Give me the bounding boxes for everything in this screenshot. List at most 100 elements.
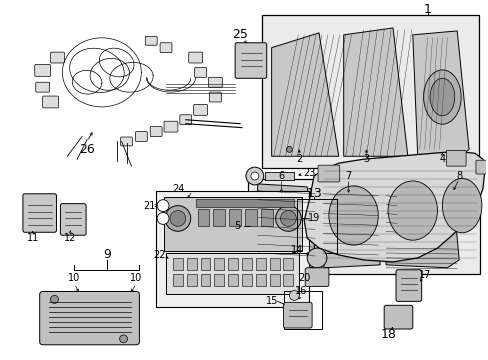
Text: 4: 4 <box>438 154 445 164</box>
Text: 13: 13 <box>305 187 321 200</box>
FancyBboxPatch shape <box>475 160 488 174</box>
Bar <box>228 258 238 270</box>
Bar <box>156 191 308 307</box>
Bar <box>242 274 251 285</box>
FancyBboxPatch shape <box>23 194 56 232</box>
Bar <box>255 258 265 270</box>
Ellipse shape <box>387 181 437 240</box>
Bar <box>173 258 183 270</box>
FancyBboxPatch shape <box>209 92 221 102</box>
Circle shape <box>306 248 326 268</box>
Bar <box>214 274 224 285</box>
FancyBboxPatch shape <box>317 165 339 182</box>
Circle shape <box>50 296 59 303</box>
Bar <box>269 274 279 285</box>
Text: 23: 23 <box>303 168 315 178</box>
Bar <box>166 253 299 294</box>
FancyBboxPatch shape <box>305 268 328 287</box>
Circle shape <box>170 211 185 226</box>
Polygon shape <box>343 28 407 156</box>
Bar <box>244 208 256 226</box>
Text: 1: 1 <box>423 3 430 16</box>
Circle shape <box>286 147 292 152</box>
FancyBboxPatch shape <box>180 115 191 125</box>
Bar <box>255 274 265 285</box>
Bar <box>200 258 210 270</box>
Polygon shape <box>271 33 338 156</box>
Bar <box>186 274 196 285</box>
Bar <box>197 208 209 226</box>
Text: 7: 7 <box>345 171 351 181</box>
FancyBboxPatch shape <box>235 43 266 78</box>
Bar <box>269 258 279 270</box>
Bar <box>264 172 294 180</box>
Circle shape <box>289 291 299 300</box>
Bar <box>261 15 478 168</box>
Circle shape <box>250 172 258 180</box>
Circle shape <box>157 212 169 224</box>
FancyBboxPatch shape <box>283 302 311 328</box>
Bar <box>397 211 442 238</box>
Text: 2: 2 <box>296 154 302 164</box>
Text: 15: 15 <box>265 296 277 306</box>
Text: 14: 14 <box>290 245 303 255</box>
Bar <box>284 292 321 329</box>
Bar <box>163 197 302 251</box>
FancyBboxPatch shape <box>145 36 157 45</box>
FancyBboxPatch shape <box>384 305 412 329</box>
Bar <box>213 208 225 226</box>
FancyBboxPatch shape <box>160 43 172 53</box>
Circle shape <box>264 259 270 265</box>
Ellipse shape <box>423 70 460 124</box>
Text: 6: 6 <box>278 171 284 181</box>
Bar <box>229 208 241 226</box>
Ellipse shape <box>328 186 378 245</box>
Bar <box>195 199 294 207</box>
Circle shape <box>280 211 296 226</box>
Text: 8: 8 <box>455 171 461 181</box>
Polygon shape <box>412 31 468 163</box>
Circle shape <box>120 335 127 343</box>
Bar <box>214 258 224 270</box>
Bar <box>242 258 251 270</box>
Circle shape <box>165 206 190 231</box>
FancyBboxPatch shape <box>194 67 206 77</box>
FancyBboxPatch shape <box>150 127 162 136</box>
Bar <box>297 199 336 253</box>
Text: 21: 21 <box>143 201 155 211</box>
Ellipse shape <box>429 78 454 116</box>
Text: 17: 17 <box>419 270 431 280</box>
Bar <box>283 274 293 285</box>
Bar <box>247 179 479 274</box>
Bar <box>173 274 183 285</box>
Text: 11: 11 <box>26 233 39 243</box>
FancyBboxPatch shape <box>121 137 132 146</box>
Text: 24: 24 <box>172 184 184 194</box>
Text: 26: 26 <box>79 143 95 156</box>
FancyBboxPatch shape <box>36 82 49 92</box>
FancyBboxPatch shape <box>135 132 147 141</box>
Text: 9: 9 <box>102 248 110 261</box>
FancyBboxPatch shape <box>446 150 465 166</box>
Ellipse shape <box>442 179 481 233</box>
Polygon shape <box>320 184 380 268</box>
Polygon shape <box>254 184 316 268</box>
Text: 10: 10 <box>130 273 142 283</box>
Text: 5: 5 <box>233 221 240 231</box>
FancyBboxPatch shape <box>163 121 178 132</box>
FancyBboxPatch shape <box>208 77 222 87</box>
Text: 12: 12 <box>64 233 76 243</box>
Text: 10: 10 <box>68 273 80 283</box>
Text: 22: 22 <box>153 250 165 260</box>
FancyBboxPatch shape <box>42 96 59 108</box>
FancyBboxPatch shape <box>193 104 207 115</box>
FancyBboxPatch shape <box>188 52 202 63</box>
Bar <box>283 258 293 270</box>
Text: 3: 3 <box>363 154 369 164</box>
Text: 16: 16 <box>295 287 307 297</box>
Text: 20: 20 <box>297 273 310 283</box>
Circle shape <box>275 206 301 231</box>
Polygon shape <box>304 151 484 262</box>
Bar <box>186 258 196 270</box>
FancyBboxPatch shape <box>35 64 50 76</box>
